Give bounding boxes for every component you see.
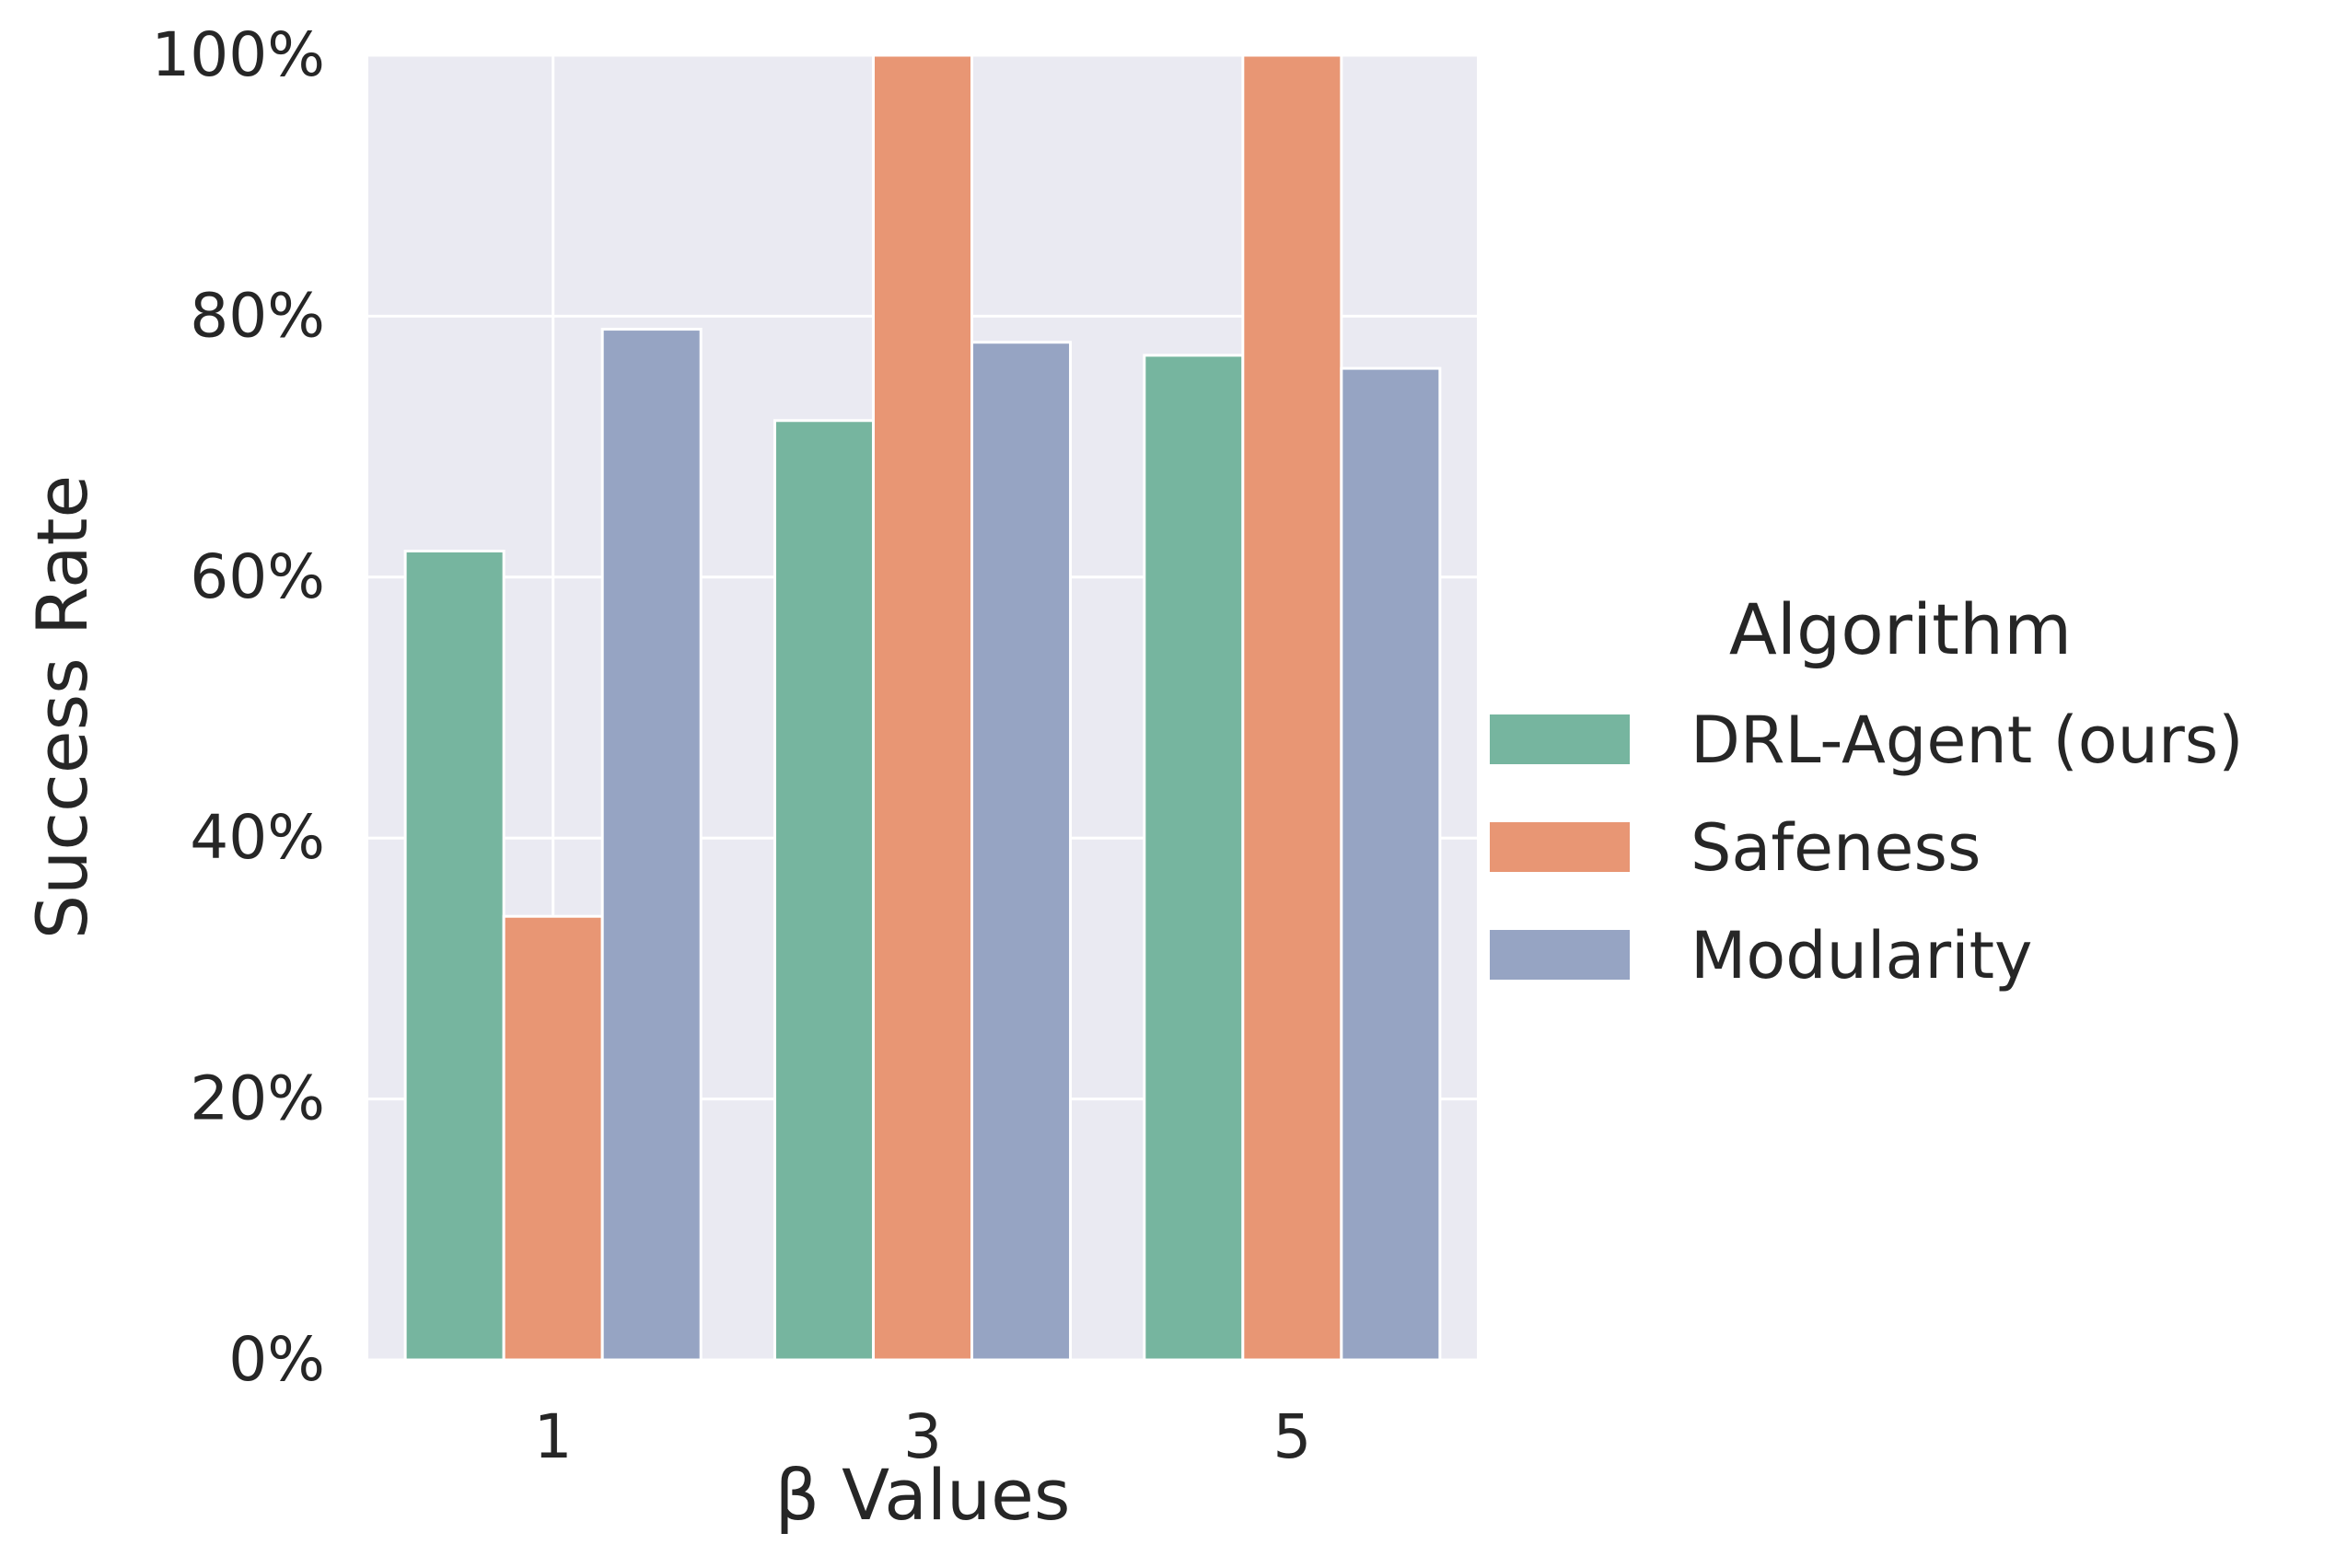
- y-tick-label: 20%: [190, 1063, 325, 1134]
- y-axis-ticks: 0% 20% 40% 60% 80% 100%: [151, 19, 325, 1395]
- legend: Algorithm DRL-Agent (ours) Safeness Modula…: [1490, 588, 2244, 993]
- bar-drl-agent-ours-3: [773, 419, 875, 1362]
- bar-safeness-3: [871, 53, 974, 1362]
- bar-modularity-3: [970, 341, 1073, 1362]
- legend-label: Modularity: [1691, 918, 2032, 993]
- x-axis-ticks: 1 3 5: [534, 1401, 1312, 1472]
- x-axis-title: β Values: [775, 1454, 1071, 1536]
- x-tick-label: 1: [534, 1401, 573, 1472]
- bar-modularity-1: [600, 328, 703, 1362]
- legend-label: Safeness: [1691, 810, 1981, 886]
- legend-swatch: [1490, 714, 1630, 764]
- y-tick-label: 0%: [228, 1324, 325, 1395]
- bar-modularity-5: [1340, 366, 1442, 1362]
- legend-title: Algorithm: [1729, 588, 2072, 670]
- y-tick-label: 100%: [151, 19, 325, 90]
- bar-drl-agent-ours-5: [1143, 354, 1245, 1362]
- x-tick-label: 3: [903, 1401, 942, 1472]
- y-tick-label: 40%: [190, 802, 325, 873]
- bar-safeness-5: [1241, 53, 1343, 1362]
- legend-swatch: [1490, 930, 1630, 980]
- legend-items: DRL-Agent (ours) Safeness Modularity: [1490, 703, 2244, 993]
- bar-safeness-1: [502, 914, 604, 1362]
- bar-drl-agent-ours-1: [403, 549, 505, 1362]
- y-tick-label: 80%: [190, 280, 325, 351]
- legend-swatch: [1490, 822, 1630, 872]
- x-tick-label: 5: [1272, 1401, 1311, 1472]
- legend-label: DRL-Agent (ours): [1691, 703, 2244, 778]
- y-axis-title: Success Rate: [21, 475, 103, 939]
- y-tick-label: 60%: [190, 541, 325, 612]
- bars: [403, 53, 1442, 1362]
